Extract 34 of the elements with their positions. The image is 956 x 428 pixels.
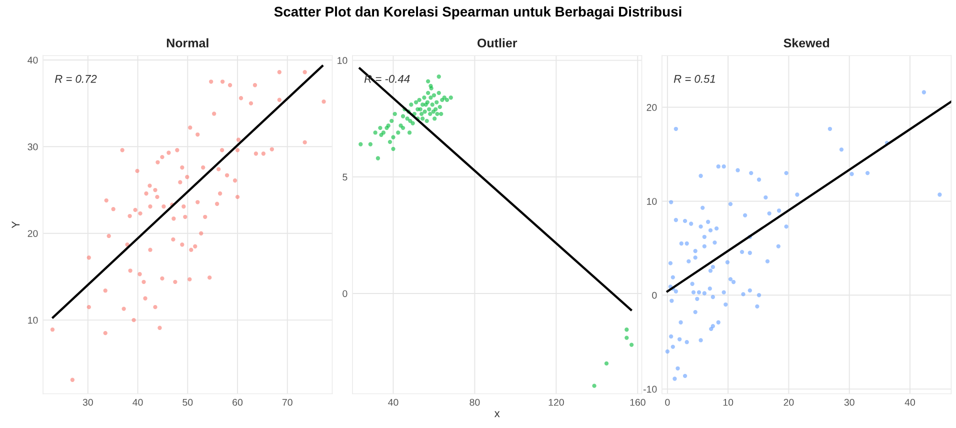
y-tick-label: 0 bbox=[342, 290, 348, 298]
y-tick-label: 10 bbox=[338, 57, 348, 64]
annotation: R = -0.44 bbox=[364, 74, 410, 83]
x-tick-label: 160 bbox=[630, 398, 646, 406]
x-tick-label: 80 bbox=[470, 398, 480, 406]
y-tick-label: 20 bbox=[646, 104, 657, 111]
x-tick-label: 40 bbox=[904, 398, 916, 406]
annotation: R = 0.72 bbox=[54, 74, 97, 83]
x-tick-label: 40 bbox=[388, 398, 398, 406]
x-tick-label: 20 bbox=[784, 398, 794, 406]
y-tick-label: 10 bbox=[28, 316, 38, 324]
chart-subtitle: Normal bbox=[166, 38, 208, 48]
x-tick-label: 10 bbox=[723, 398, 734, 406]
y-tick-label: -10 bbox=[644, 386, 657, 393]
y-axis-title: Y bbox=[12, 221, 20, 228]
y-tick-label: 30 bbox=[28, 143, 38, 150]
annotation: R = 0.51 bbox=[674, 74, 715, 83]
x-tick-label: 60 bbox=[232, 398, 243, 406]
y-tick-label: 5 bbox=[342, 174, 348, 181]
chart-subtitle: Skewed bbox=[784, 38, 830, 48]
x-tick-label: 50 bbox=[182, 398, 193, 406]
y-tick-label: 0 bbox=[652, 292, 657, 299]
text: Scatter Plot dan Korelasi Spearman untuk Berbagai Distribusi bbox=[274, 6, 682, 20]
y-tick-label: 10 bbox=[647, 198, 657, 205]
y-tick-label: 40 bbox=[28, 56, 38, 64]
x-tick-label: 30 bbox=[82, 398, 93, 406]
x-axis-title: x bbox=[494, 411, 500, 418]
chart-subtitle: Outlier bbox=[477, 38, 518, 48]
x-tick-label: 120 bbox=[548, 398, 564, 406]
x-tick-label: 30 bbox=[844, 398, 854, 406]
x-tick-label: 0 bbox=[665, 398, 670, 406]
x-tick-label: 40 bbox=[132, 398, 143, 406]
x-tick-label: 70 bbox=[282, 398, 292, 406]
y-tick-label: 20 bbox=[28, 230, 38, 237]
